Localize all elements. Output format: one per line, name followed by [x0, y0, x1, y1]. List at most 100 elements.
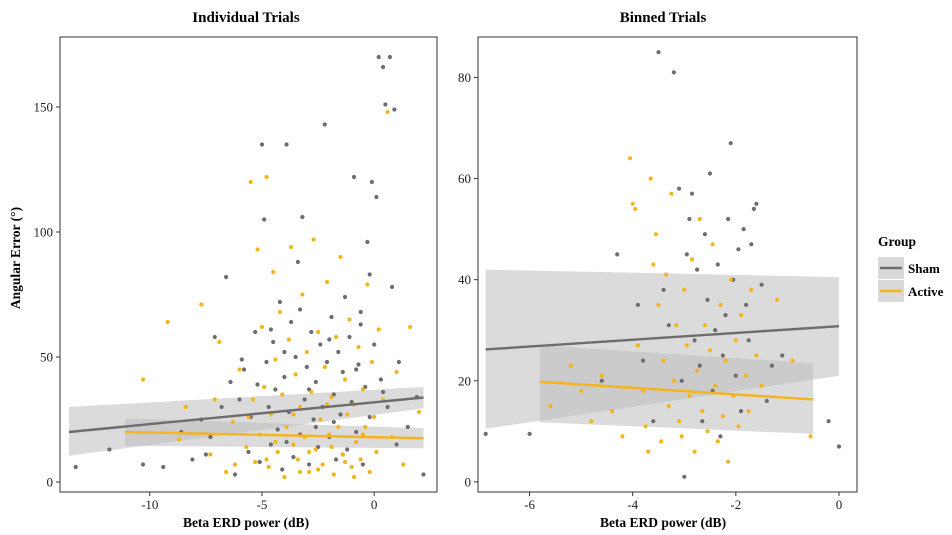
data-point-sham [259, 142, 265, 147]
data-point-active [610, 409, 615, 414]
data-point-active [275, 449, 280, 455]
regression-line-active [125, 430, 424, 440]
data-point-active [282, 474, 287, 480]
x-axis-label: Beta ERD power (dB) [183, 515, 309, 530]
x-tick-label: -4 [627, 497, 638, 512]
data-point-active [176, 437, 181, 442]
data-point-active [664, 272, 669, 277]
data-point-sham [237, 397, 242, 402]
data-point-active [316, 467, 321, 472]
data-point-sham [307, 462, 312, 467]
data-point-sham [421, 472, 426, 477]
data-point-sham [826, 419, 831, 424]
data-point-active [416, 409, 422, 415]
data-point-active [695, 368, 700, 373]
data-point-sham [333, 457, 339, 462]
data-point-active [733, 338, 738, 343]
data-point-sham [271, 339, 276, 345]
data-point-active [291, 442, 296, 447]
y-tick-label: 60 [458, 171, 471, 186]
data-point-sham [268, 327, 273, 332]
data-point-active [713, 383, 718, 388]
data-point-active [736, 424, 741, 429]
data-point-active [408, 324, 413, 330]
data-point-active [318, 417, 323, 422]
data-point-sham [358, 309, 363, 315]
data-point-sham [257, 459, 262, 465]
legend-label-active: Active [908, 284, 944, 299]
data-point-sham [262, 217, 267, 222]
data-point-sham [338, 412, 343, 417]
data-point-active [262, 384, 267, 390]
data-point-active [808, 434, 813, 439]
data-point-active [679, 434, 684, 439]
data-point-active [635, 343, 641, 348]
data-point-sham [327, 337, 332, 342]
data-point-active [140, 377, 146, 382]
panel-title: Individual Trials [192, 10, 300, 26]
data-point-sham [679, 378, 684, 383]
data-point-active [633, 206, 638, 211]
data-point-sham [224, 274, 229, 280]
data-point-sham [780, 353, 785, 358]
data-point-active [385, 109, 390, 115]
data-point-sham [354, 429, 359, 435]
x-tick-label: -5 [257, 497, 268, 512]
data-point-active [329, 394, 334, 400]
data-point-sham [728, 141, 733, 146]
data-point-active [244, 444, 249, 450]
data-point-active [744, 373, 749, 378]
data-point-sham [527, 431, 532, 436]
data-point-active [266, 464, 271, 470]
data-point-active [356, 344, 361, 350]
data-point-sham [232, 472, 238, 477]
data-point-active [340, 452, 345, 457]
x-tick-label: 0 [836, 497, 843, 512]
data-point-sham [161, 464, 166, 470]
legend-label-sham: Sham [908, 261, 940, 276]
data-point-active [710, 242, 715, 247]
data-point-active [640, 388, 646, 393]
y-tick-label: 0 [465, 474, 472, 489]
data-point-sham [666, 323, 671, 328]
data-point-sham [738, 409, 744, 414]
data-point-active [367, 469, 372, 475]
data-point-active [331, 472, 336, 477]
data-point-sham [282, 374, 287, 380]
data-point-active [320, 462, 325, 467]
data-point-sham [140, 462, 146, 467]
data-point-sham [309, 329, 314, 335]
data-point-active [199, 302, 204, 307]
data-point-sham [203, 452, 208, 457]
data-point-active [295, 457, 300, 462]
data-point-active [253, 459, 258, 465]
data-point-sham [266, 404, 271, 410]
data-point-sham [107, 447, 112, 452]
data-point-sham [640, 358, 646, 363]
data-point-sham [372, 342, 377, 347]
confidence-band-active [125, 418, 424, 449]
data-point-sham [313, 379, 318, 385]
data-point-sham [313, 424, 318, 430]
data-point-sham [356, 362, 361, 367]
data-point-active [311, 237, 316, 242]
data-point-active [307, 449, 312, 455]
y-tick-label: 20 [458, 373, 471, 388]
data-point-active [298, 469, 303, 475]
data-point-active [369, 359, 374, 365]
data-point-sham [280, 467, 285, 472]
data-point-sham [700, 419, 705, 424]
data-point-active [700, 409, 705, 414]
x-tick-label: 0 [371, 497, 378, 512]
data-point-sham [376, 54, 381, 60]
data-point-active [298, 404, 303, 410]
data-point-active [669, 191, 674, 196]
data-point-sham [277, 299, 282, 305]
data-point-active [309, 389, 314, 395]
y-tick-label: 100 [34, 225, 54, 240]
data-point-active [790, 358, 795, 363]
data-point-sham [291, 454, 296, 460]
data-point-active [333, 334, 339, 340]
data-point-active [329, 444, 334, 450]
data-point-sham [311, 417, 316, 422]
